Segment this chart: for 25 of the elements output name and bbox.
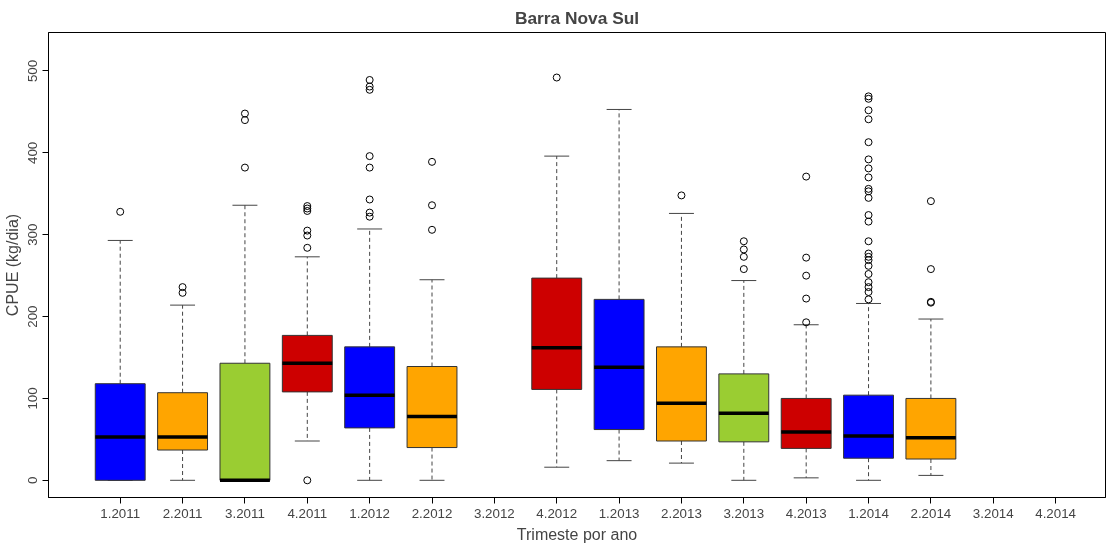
y-tick-label: 400 [25,141,41,164]
y-tick-label: 100 [25,387,41,410]
x-axis-title: Trimeste por ano [516,525,638,543]
x-tick-label: 2.2011 [162,505,203,521]
y-axis-title: CPUE (kg/dia) [3,213,21,317]
y-tick-label: 300 [25,223,41,246]
x-tick-label: 2.2013 [661,505,702,521]
x-tick-label: 3.2014 [972,505,1015,521]
x-tick-label: 4.2011 [287,505,328,521]
x-tick-label: 1.2014 [848,505,890,521]
x-tick-label: 1.2012 [349,505,391,521]
chart-title: Barra Nova Sul [514,7,640,28]
x-tick-label: 1.2011 [100,505,141,521]
x-tick-label: 1.2013 [598,505,640,521]
x-tick-label: 4.2014 [1035,505,1077,521]
x-tick-label: 4.2012 [536,505,578,521]
x-tick-label: 2.2014 [910,505,952,521]
x-tick-label: 4.2013 [785,505,827,521]
x-tick-label: 3.2013 [723,505,765,521]
x-tick-label: 3.2012 [473,505,515,521]
y-tick-label: 500 [25,59,41,83]
x-tick-label: 2.2012 [411,505,453,521]
x-tick-label: 3.2011 [225,505,265,521]
y-tick-label: 0 [25,476,41,485]
y-tick-label: 200 [25,305,41,328]
